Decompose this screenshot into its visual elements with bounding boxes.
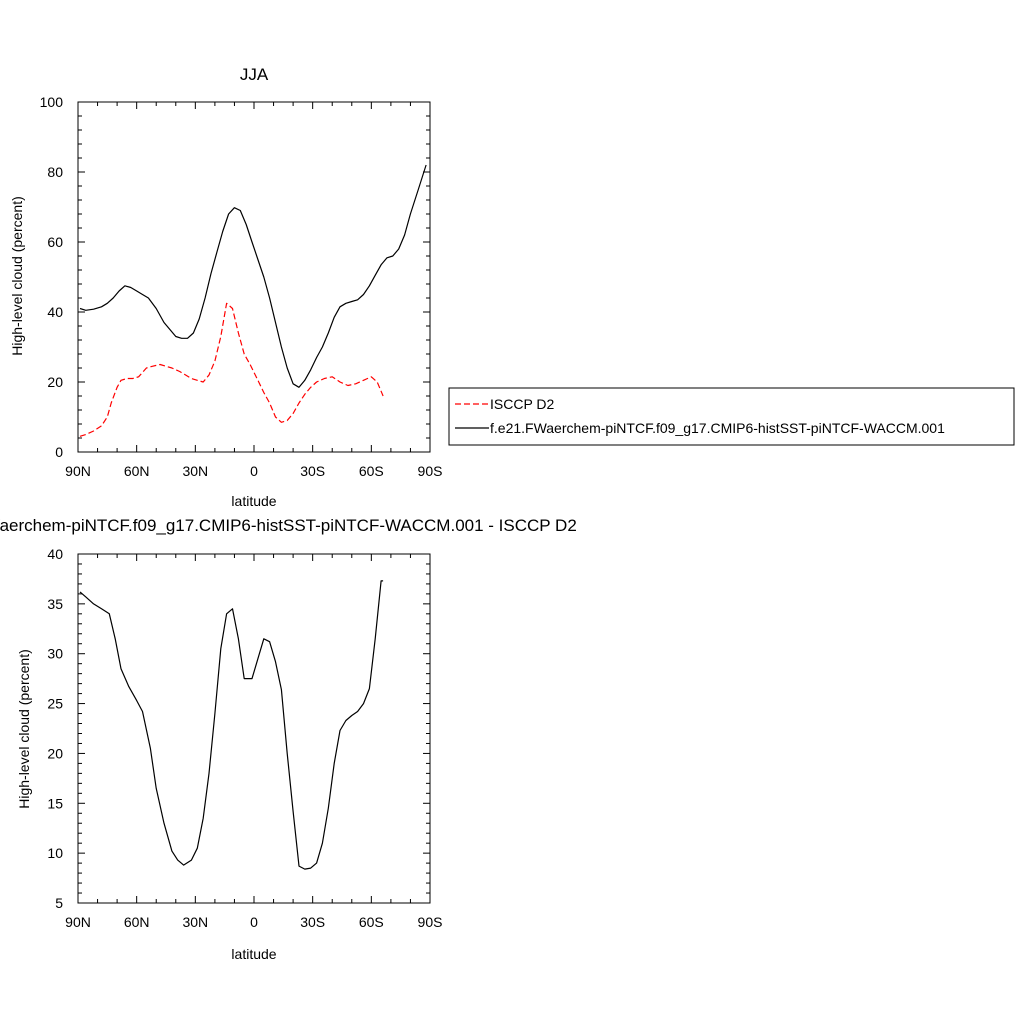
bottom-x-tick-label: 60S — [359, 914, 384, 930]
top-plot-lines — [79, 164, 427, 437]
bottom-x-tick-label: 90S — [418, 914, 443, 930]
bottom-plot-lines — [79, 580, 384, 870]
bottom-series-line-0 — [79, 580, 384, 870]
bottom-y-tick-label: 5 — [55, 895, 63, 911]
bottom-x-tick-label: 30S — [300, 914, 325, 930]
bottom-y-tick-label: 15 — [47, 795, 63, 811]
bottom-x-tick-label: 60N — [124, 914, 150, 930]
top-y-tick-label: 80 — [47, 164, 63, 180]
bottom-y-axis-label: High-level cloud (percent) — [16, 649, 32, 809]
top-y-axis-label: High-level cloud (percent) — [9, 196, 25, 356]
bottom-chart-title: f.e21.FWaerchem-piNTCF.f09_g17.CMIP6-his… — [0, 516, 577, 535]
top-axes: 90N 60N 30N 0 30S 60S 90S 0 20 40 60 80 100 — [40, 94, 443, 479]
top-x-axis-label: latitude — [231, 493, 276, 509]
bottom-x-tick-label: 30N — [182, 914, 208, 930]
top-y-tick-label: 0 — [55, 444, 63, 460]
top-chart-title: JJA — [240, 65, 269, 84]
bottom-y-tick-label: 25 — [47, 696, 63, 712]
top-series-line-0 — [79, 302, 384, 437]
bottom-x-tick-label: 90N — [65, 914, 91, 930]
top-x-tick-label: 60N — [124, 463, 150, 479]
top-x-tick-label: 0 — [250, 463, 258, 479]
top-series-line-1 — [79, 164, 427, 388]
top-x-tick-label: 90S — [418, 463, 443, 479]
bottom-x-tick-label: 0 — [250, 914, 258, 930]
bottom-y-tick-label: 30 — [47, 646, 63, 662]
top-y-tick-label: 60 — [47, 234, 63, 250]
top-y-tick-label: 20 — [47, 374, 63, 390]
bottom-y-tick-label: 10 — [47, 845, 63, 861]
legend-box — [448, 387, 1015, 446]
top-x-tick-label: 30S — [300, 463, 325, 479]
top-x-tick-label: 30N — [182, 463, 208, 479]
bottom-y-tick-label: 20 — [47, 745, 63, 761]
top-x-tick-label: 60S — [359, 463, 384, 479]
top-y-tick-label: 100 — [40, 94, 64, 110]
top-plot-frame — [77, 101, 431, 453]
top-x-tick-label: 90N — [65, 463, 91, 479]
bottom-plot-frame — [77, 553, 431, 904]
legend-label-isccp: ISCCP D2 — [490, 396, 555, 412]
legend-label-model: f.e21.FWaerchem-piNTCF.f09_g17.CMIP6-his… — [490, 420, 945, 436]
bottom-y-tick-label: 40 — [47, 546, 63, 562]
bottom-y-tick-label: 35 — [47, 596, 63, 612]
top-panel: JJA High-level cloud (percent) latitude … — [9, 65, 442, 509]
legend: ISCCP D2 f.e21.FWaerchem-piNTCF.f09_g17.… — [448, 387, 1015, 446]
bottom-axes: 90N 60N 30N 0 30S 60S 90S 5 10 15 20 25 30 35 40 — [47, 546, 442, 930]
bottom-x-axis-label: latitude — [231, 946, 276, 962]
bottom-panel: f.e21.FWaerchem-piNTCF.f09_g17.CMIP6-his… — [0, 516, 577, 962]
top-y-tick-label: 40 — [47, 304, 63, 320]
